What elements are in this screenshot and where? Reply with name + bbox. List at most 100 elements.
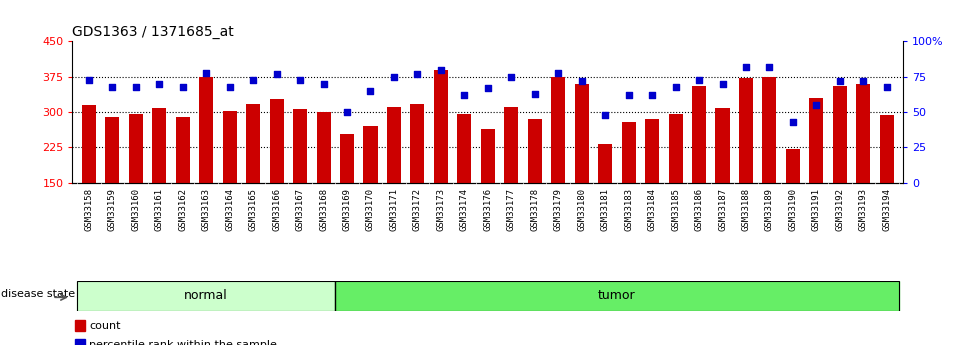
Bar [481,129,495,183]
Text: GSM33190: GSM33190 [788,188,797,231]
Point [316,81,331,87]
Text: GSM33177: GSM33177 [507,188,516,231]
Text: GSM33170: GSM33170 [366,188,375,231]
Point [222,84,238,89]
Bar [692,86,706,183]
Point [551,70,566,75]
Point [738,64,753,70]
Point [175,84,190,89]
Text: GSM33165: GSM33165 [248,188,258,231]
Point [339,109,355,115]
Text: disease state: disease state [2,289,75,299]
Text: GSM33158: GSM33158 [84,188,94,231]
Bar [222,111,237,183]
Point [457,92,472,98]
Text: GSM33187: GSM33187 [718,188,727,231]
Text: GSM33194: GSM33194 [882,188,892,231]
Point [879,84,895,89]
Bar [335,281,898,310]
Text: GDS1363 / 1371685_at: GDS1363 / 1371685_at [72,25,234,39]
Bar [270,99,284,183]
Point [809,102,824,108]
Text: GSM33163: GSM33163 [202,188,211,231]
Text: GSM33188: GSM33188 [742,188,751,231]
Text: GSM33178: GSM33178 [530,188,539,231]
Bar [716,108,729,183]
Text: GSM33161: GSM33161 [155,188,164,231]
Point [480,85,496,91]
Point [128,84,144,89]
Bar [387,107,401,183]
Text: GSM33189: GSM33189 [765,188,774,231]
Text: GSM33169: GSM33169 [343,188,352,231]
Point [527,91,543,97]
Text: percentile rank within the sample: percentile rank within the sample [89,339,277,345]
Bar [105,117,120,183]
Bar [575,84,588,183]
Text: GSM33186: GSM33186 [695,188,703,231]
Point [856,78,871,84]
Point [363,88,379,94]
Point [503,74,519,80]
Text: tumor: tumor [598,289,636,302]
Point [410,71,425,77]
Text: GSM33193: GSM33193 [859,188,867,231]
Text: GSM33181: GSM33181 [601,188,610,231]
Point [621,92,637,98]
Bar [457,115,471,183]
Text: GSM33176: GSM33176 [483,188,493,231]
Point [785,119,801,125]
Bar [856,84,870,183]
Bar [762,77,777,183]
Text: GSM33185: GSM33185 [671,188,680,231]
Text: GSM33174: GSM33174 [460,188,469,231]
Text: GSM33166: GSM33166 [272,188,281,231]
Text: GSM33184: GSM33184 [647,188,657,231]
Text: GSM33164: GSM33164 [225,188,234,231]
Point [597,112,612,118]
Text: normal: normal [185,289,228,302]
Bar [810,98,823,183]
Bar [153,108,166,183]
Text: GSM33162: GSM33162 [179,188,187,231]
Point [104,84,120,89]
Text: GSM33172: GSM33172 [412,188,422,231]
Text: GSM33191: GSM33191 [811,188,821,231]
Point [644,92,660,98]
Bar [317,112,330,183]
Point [198,70,213,75]
Bar [246,104,260,183]
Text: count: count [89,321,121,331]
Bar [82,105,96,183]
Text: GSM33159: GSM33159 [108,188,117,231]
Text: GSM33160: GSM33160 [131,188,140,231]
Point [692,77,707,82]
Text: GSM33192: GSM33192 [836,188,844,231]
Point [715,81,730,87]
Bar [552,77,565,183]
Bar [363,126,378,183]
Bar [77,281,335,310]
Bar [128,114,143,183]
Text: GSM33179: GSM33179 [554,188,563,231]
Bar [293,109,307,183]
Bar [176,117,189,183]
Point [245,77,261,82]
Point [832,78,847,84]
Point [386,74,402,80]
Bar [880,116,894,183]
Bar [434,70,448,183]
Point [668,84,683,89]
Bar [786,149,800,183]
Bar [504,107,519,183]
Point [81,77,97,82]
Bar [598,144,612,183]
Text: GSM33173: GSM33173 [437,188,445,231]
Point [269,71,284,77]
Bar [645,119,659,183]
Text: GSM33180: GSM33180 [578,188,586,231]
Bar [527,119,542,183]
Bar [74,339,85,345]
Point [433,67,448,72]
Bar [621,121,636,183]
